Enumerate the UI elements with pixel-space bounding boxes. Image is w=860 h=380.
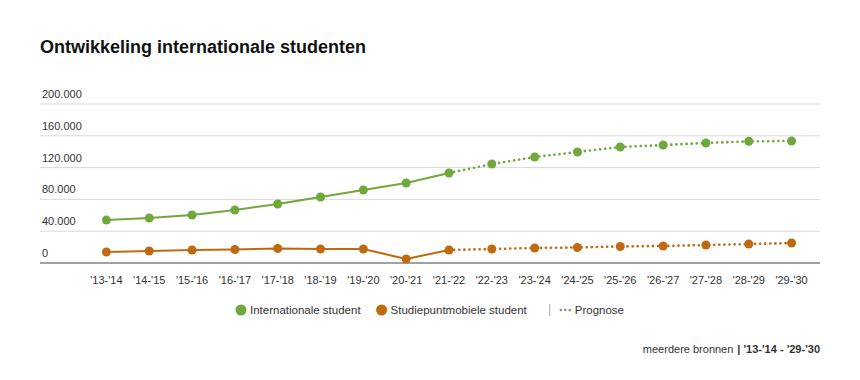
point bbox=[188, 210, 197, 219]
point bbox=[445, 169, 454, 178]
point bbox=[316, 193, 325, 202]
legend-forecast-icon bbox=[564, 309, 567, 312]
x-tick-label: '21-'22 bbox=[433, 274, 465, 286]
point bbox=[230, 205, 239, 214]
point bbox=[402, 255, 411, 264]
legend: Internationale student Studiepuntmobiele … bbox=[235, 304, 624, 316]
x-tick-label: '27-'28 bbox=[690, 274, 722, 286]
x-tick-label: '19-'20 bbox=[347, 274, 379, 286]
grid-line bbox=[40, 135, 820, 136]
x-tick-label: '16-'17 bbox=[219, 274, 251, 286]
legend-separator bbox=[549, 304, 550, 316]
grid-line bbox=[40, 104, 820, 105]
legend-marker bbox=[376, 305, 387, 316]
y-tick-label: 0 bbox=[42, 247, 48, 259]
x-tick-label: '22-'23 bbox=[476, 274, 508, 286]
point bbox=[530, 153, 539, 162]
x-tick-label: '17-'18 bbox=[262, 274, 294, 286]
legend-label: Prognose bbox=[575, 304, 624, 316]
forecast-line bbox=[449, 141, 792, 173]
point bbox=[273, 244, 282, 253]
x-tick-label: '24-'25 bbox=[561, 274, 593, 286]
point bbox=[787, 238, 796, 247]
x-tick-label: '20-'21 bbox=[390, 274, 422, 286]
point bbox=[102, 216, 111, 225]
x-tick-label: '14-'15 bbox=[133, 274, 165, 286]
grid-line bbox=[40, 231, 820, 232]
point bbox=[487, 160, 496, 169]
source: meerdere bronnen bbox=[643, 343, 734, 355]
point bbox=[359, 245, 368, 254]
legend-forecast-icon bbox=[568, 309, 571, 312]
point bbox=[445, 245, 454, 254]
point bbox=[316, 245, 325, 254]
y-tick-label: 160.000 bbox=[42, 120, 82, 132]
point bbox=[744, 239, 753, 248]
point bbox=[273, 200, 282, 209]
chart: Ontwikkeling internationale studenten 0 40… bbox=[0, 0, 860, 380]
point bbox=[359, 186, 368, 195]
page: {"chart_data": { "type": "line", "title"… bbox=[0, 0, 860, 380]
point bbox=[145, 214, 154, 223]
x-axis: '13-'14 '14-'15 '15-'16 '16-'17 '17-'18 '18-'… bbox=[90, 274, 808, 286]
legend-forecast-icon bbox=[559, 309, 562, 312]
grid-line bbox=[40, 263, 820, 264]
grid-line bbox=[40, 199, 820, 200]
title: Ontwikkeling internationale studenten bbox=[40, 37, 366, 57]
x-tick-label: '18-'19 bbox=[304, 274, 336, 286]
point bbox=[616, 143, 625, 152]
point bbox=[701, 138, 710, 147]
y-tick-label: 80.000 bbox=[42, 183, 76, 195]
point bbox=[573, 243, 582, 252]
point bbox=[659, 241, 668, 250]
y-axis: 0 40.000 80.000 120.000 160.000 200.000 bbox=[40, 88, 820, 263]
point bbox=[230, 245, 239, 254]
series bbox=[102, 136, 796, 224]
point bbox=[701, 241, 710, 250]
x-tick-label: '23-'24 bbox=[518, 274, 550, 286]
y-tick-label: 40.000 bbox=[42, 215, 76, 227]
point bbox=[573, 148, 582, 157]
source-note: meerdere bronnen| '13-'14 - '29-'30 bbox=[643, 343, 820, 355]
series-line bbox=[106, 173, 449, 220]
point bbox=[102, 248, 111, 257]
x-tick-label: '28-'29 bbox=[733, 274, 765, 286]
point bbox=[744, 137, 753, 146]
grid-line bbox=[40, 167, 820, 168]
plot-area bbox=[102, 136, 796, 263]
legend-marker bbox=[235, 305, 246, 316]
period: | '13-'14 - '29-'30 bbox=[737, 343, 820, 355]
point bbox=[787, 136, 796, 145]
point bbox=[487, 245, 496, 254]
legend-label: Internationale student bbox=[250, 304, 361, 316]
legend-label: Studiepuntmobiele student bbox=[391, 304, 528, 316]
x-tick-label: '25-'26 bbox=[604, 274, 636, 286]
point bbox=[530, 243, 539, 252]
point bbox=[145, 246, 154, 255]
y-tick-label: 120.000 bbox=[42, 152, 82, 164]
x-tick-label: '29-'30 bbox=[775, 274, 807, 286]
point bbox=[616, 242, 625, 251]
point bbox=[188, 245, 197, 254]
point bbox=[402, 179, 411, 188]
y-tick-label: 200.000 bbox=[42, 88, 82, 100]
x-tick-label: '13-'14 bbox=[90, 274, 122, 286]
x-tick-label: '26-'27 bbox=[647, 274, 679, 286]
point bbox=[659, 141, 668, 150]
x-tick-label: '15-'16 bbox=[176, 274, 208, 286]
series bbox=[102, 238, 796, 263]
